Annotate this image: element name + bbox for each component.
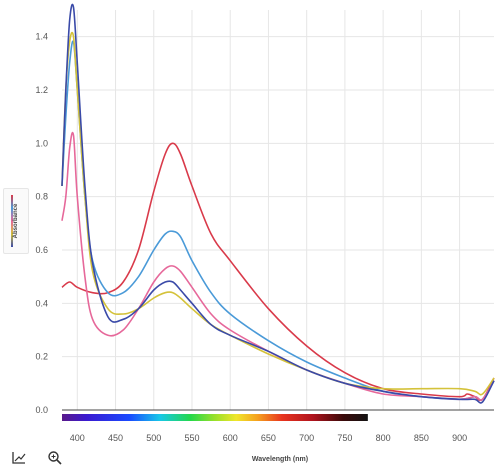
grid <box>62 10 494 411</box>
series-line-1 <box>61 142 495 402</box>
x-tick-label: 550 <box>184 433 199 443</box>
visible-spectrum-bar <box>62 414 368 421</box>
zoom-icon <box>48 451 62 465</box>
tick-labels: 400 450 500 550 600 650 700 750 800 850 900 0.0 0.2 0… <box>35 32 467 443</box>
y-tick-label: 0.4 <box>35 298 48 308</box>
y-axis-title: Absorbance <box>13 203 19 239</box>
y-axis-legend-swatch <box>11 195 13 247</box>
x-axis-title: Wavelength (nm) <box>252 456 308 463</box>
y-tick-label: 0.2 <box>35 352 48 362</box>
series-group <box>61 3 495 404</box>
x-tick-label: 600 <box>223 433 238 443</box>
series-line-3 <box>61 131 495 401</box>
series-line-5 <box>61 3 495 404</box>
series-line-4 <box>61 31 495 396</box>
x-tick-label: 800 <box>376 433 391 443</box>
x-tick-label: 850 <box>414 433 429 443</box>
x-tick-label: 450 <box>108 433 123 443</box>
y-tick-label: 1.4 <box>35 32 48 42</box>
y-axis-label-box[interactable]: Absorbance <box>3 188 29 254</box>
x-tick-label: 650 <box>261 433 276 443</box>
series-line-2 <box>61 40 495 401</box>
axis-scale-icon <box>12 452 26 464</box>
x-tick-label: 500 <box>146 433 161 443</box>
y-tick-label: 0.8 <box>35 192 48 202</box>
axis-scale-button[interactable] <box>8 448 30 468</box>
zoom-button[interactable] <box>44 448 66 468</box>
y-tick-label: 1.0 <box>35 138 48 148</box>
x-tick-label: 750 <box>337 433 352 443</box>
x-tick-label: 400 <box>70 433 85 443</box>
x-tick-label: 700 <box>299 433 314 443</box>
y-tick-label: 1.2 <box>35 85 48 95</box>
spectrum-bar <box>62 414 368 421</box>
y-tick-label: 0.6 <box>35 245 48 255</box>
x-tick-label: 900 <box>452 433 467 443</box>
y-tick-label: 0.0 <box>35 405 48 415</box>
